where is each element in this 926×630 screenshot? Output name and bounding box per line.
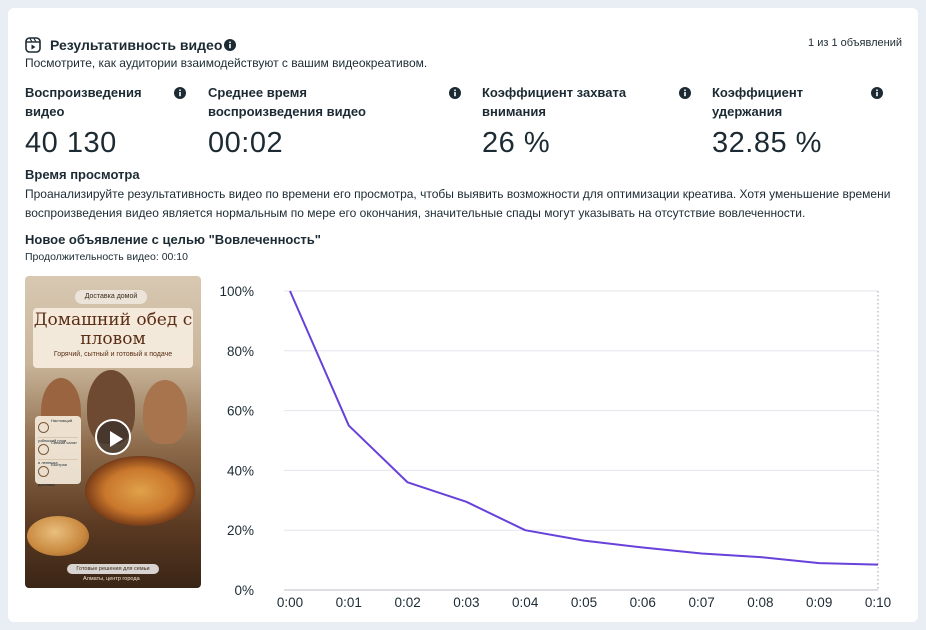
y-tick-label: 80%: [227, 344, 254, 359]
card-header: Результативность видео 1 из 1 объявлений: [25, 36, 902, 56]
ad-duration: Продолжительность видео: 00:10: [25, 251, 188, 263]
metric-value: 40 130: [25, 127, 117, 159]
info-icon[interactable]: [871, 87, 883, 99]
x-tick-label: 0:06: [630, 595, 656, 610]
thumbnail-location: Алматы, центр города: [83, 576, 140, 582]
video-icon: [25, 37, 41, 53]
watch-time-description: Проанализируйте результативность видео п…: [25, 187, 891, 220]
thumbnail-bread: [27, 516, 89, 556]
x-tick-label: 0:08: [747, 595, 773, 610]
x-tick-label: 0:05: [571, 595, 597, 610]
info-icon[interactable]: [224, 39, 236, 51]
x-tick-label: 0:10: [865, 595, 891, 610]
info-icon[interactable]: [679, 87, 691, 99]
series-line: [289, 290, 879, 566]
metric-label: Коэффициент удержания: [712, 85, 804, 119]
info-icon[interactable]: [449, 87, 461, 99]
thumbnail-plov-plate: [85, 456, 195, 526]
thumbnail-headline: Домашний обед с пловом: [33, 310, 193, 349]
thumbnail-tagline: Горячий, сытный и готовый к подаче: [53, 351, 173, 358]
play-icon: [110, 431, 123, 447]
metric-value: 00:02: [208, 127, 284, 159]
x-tick-label: 0:00: [277, 595, 303, 610]
metric-hook-rate: Коэффициент захвата внимания 26 %: [482, 83, 692, 159]
thumbnail-badge: Доставка домой: [75, 290, 147, 304]
x-tick-label: 0:03: [453, 595, 479, 610]
x-tick-label: 0:07: [688, 595, 714, 610]
metric-label: Коэффициент захвата внимания: [482, 85, 627, 119]
video-performance-card: Результативность видео 1 из 1 объявлений…: [8, 8, 918, 622]
video-thumbnail[interactable]: Доставка домой Домашний обед с пловом Го…: [25, 276, 201, 588]
x-tick-label: 0:09: [806, 595, 832, 610]
y-tick-label: 40%: [227, 463, 254, 478]
thumbnail-feature: Быстрая доставка: [38, 462, 67, 487]
ad-pager: 1 из 1 объявлений: [808, 37, 902, 49]
card-subtitle: Посмотрите, как аудитории взаимодействую…: [25, 56, 428, 70]
thumbnail-features: Настоящий узбекский плов Свежий салат и …: [35, 416, 81, 487]
play-button[interactable]: [95, 419, 131, 455]
thumbnail-feature: Настоящий узбекский плов: [38, 418, 78, 443]
info-icon[interactable]: [174, 87, 186, 99]
metric-video-plays: Воспроизведения видео 40 130: [25, 83, 186, 159]
thumbnail-feature: Свежий салат и лепешка: [38, 440, 78, 465]
y-tick-label: 60%: [227, 404, 254, 419]
thumbnail-headline-box: Домашний обед с пловом Горячий, сытный и…: [33, 308, 193, 368]
thumbnail-footer-badge: Готовые решения для семьи: [67, 564, 159, 574]
watch-time-title: Время просмотра: [25, 167, 140, 182]
y-tick-label: 20%: [227, 523, 254, 538]
x-tick-label: 0:01: [336, 595, 362, 610]
watch-time-chart: 0% 20% 40% 60% 80% 100% 0:00 0:01 0:02 0:03 0:04 0:…: [219, 284, 891, 610]
x-tick-label: 0:02: [394, 595, 420, 610]
metric-label: Воспроизведения видео: [25, 85, 142, 119]
metric-value: 26 %: [482, 127, 551, 159]
x-tick-label: 0:04: [512, 595, 539, 610]
thumbnail-people-illustration: [35, 370, 191, 446]
metric-label: Среднее время воспроизведения видео: [208, 85, 366, 119]
card-title: Результативность видео: [50, 37, 223, 53]
metric-hold-rate: Коэффициент удержания 32.85 %: [712, 83, 884, 159]
y-tick-label: 100%: [219, 284, 254, 299]
y-tick-label: 0%: [234, 583, 254, 598]
metric-avg-play-time: Среднее время воспроизведения видео 00:0…: [208, 83, 463, 159]
ad-title: Новое объявление с целью "Вовлеченность": [25, 232, 321, 247]
metric-value: 32.85 %: [712, 127, 822, 159]
